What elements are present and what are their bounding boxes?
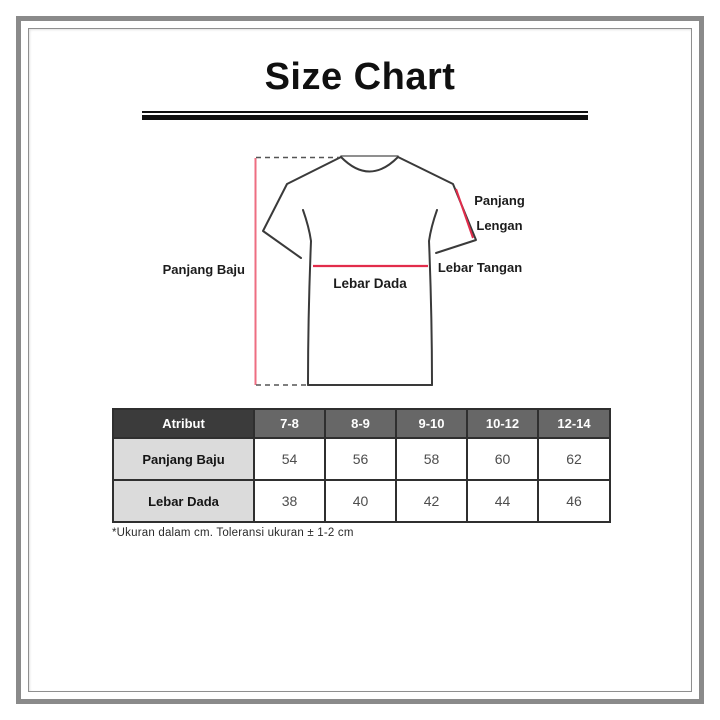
inner-frame xyxy=(28,28,692,692)
table-row-lebar-dada: Lebar Dada 38 40 42 44 46 xyxy=(112,479,611,523)
row-label-lebar-dada: Lebar Dada xyxy=(112,479,255,523)
header-size-12-14: 12-14 xyxy=(537,408,611,439)
cell-value: 42 xyxy=(395,479,468,523)
outer-frame xyxy=(16,16,704,704)
cell-value: 46 xyxy=(537,479,611,523)
cell-value: 54 xyxy=(253,437,326,481)
cell-value: 60 xyxy=(466,437,539,481)
label-panjang-lengan: Panjang Lengan xyxy=(452,188,547,238)
label-panjang-baju: Panjang Baju xyxy=(162,262,245,277)
cell-value: 44 xyxy=(466,479,539,523)
header-size-10-12: 10-12 xyxy=(466,408,539,439)
page-title: Size Chart xyxy=(264,56,456,98)
row-label-panjang-baju: Panjang Baju xyxy=(112,437,255,481)
cell-value: 40 xyxy=(324,479,397,523)
header-size-8-9: 8-9 xyxy=(324,408,397,439)
header-atribut: Atribut xyxy=(112,408,255,439)
divider-thin-line xyxy=(142,111,588,113)
title-divider xyxy=(142,111,588,120)
cell-value: 62 xyxy=(537,437,611,481)
size-note: *Ukuran dalam cm. Toleransi ukuran ± 1-2… xyxy=(112,527,354,539)
cell-value: 56 xyxy=(324,437,397,481)
table-row-panjang-baju: Panjang Baju 54 56 58 60 62 xyxy=(112,437,611,481)
size-table: Atribut 7-8 8-9 9-10 10-12 12-14 Panjang… xyxy=(112,408,611,523)
cell-value: 58 xyxy=(395,437,468,481)
size-table-header-row: Atribut 7-8 8-9 9-10 10-12 12-14 xyxy=(112,408,611,439)
header-size-7-8: 7-8 xyxy=(253,408,326,439)
label-lebar-dada: Lebar Dada xyxy=(333,276,407,291)
label-panjang-lengan-line1: Panjang xyxy=(474,193,525,208)
divider-thick-line xyxy=(142,115,588,120)
label-panjang-lengan-line2: Lengan xyxy=(476,218,523,233)
header-size-9-10: 9-10 xyxy=(395,408,468,439)
label-lebar-tangan: Lebar Tangan xyxy=(437,260,523,275)
cell-value: 38 xyxy=(253,479,326,523)
